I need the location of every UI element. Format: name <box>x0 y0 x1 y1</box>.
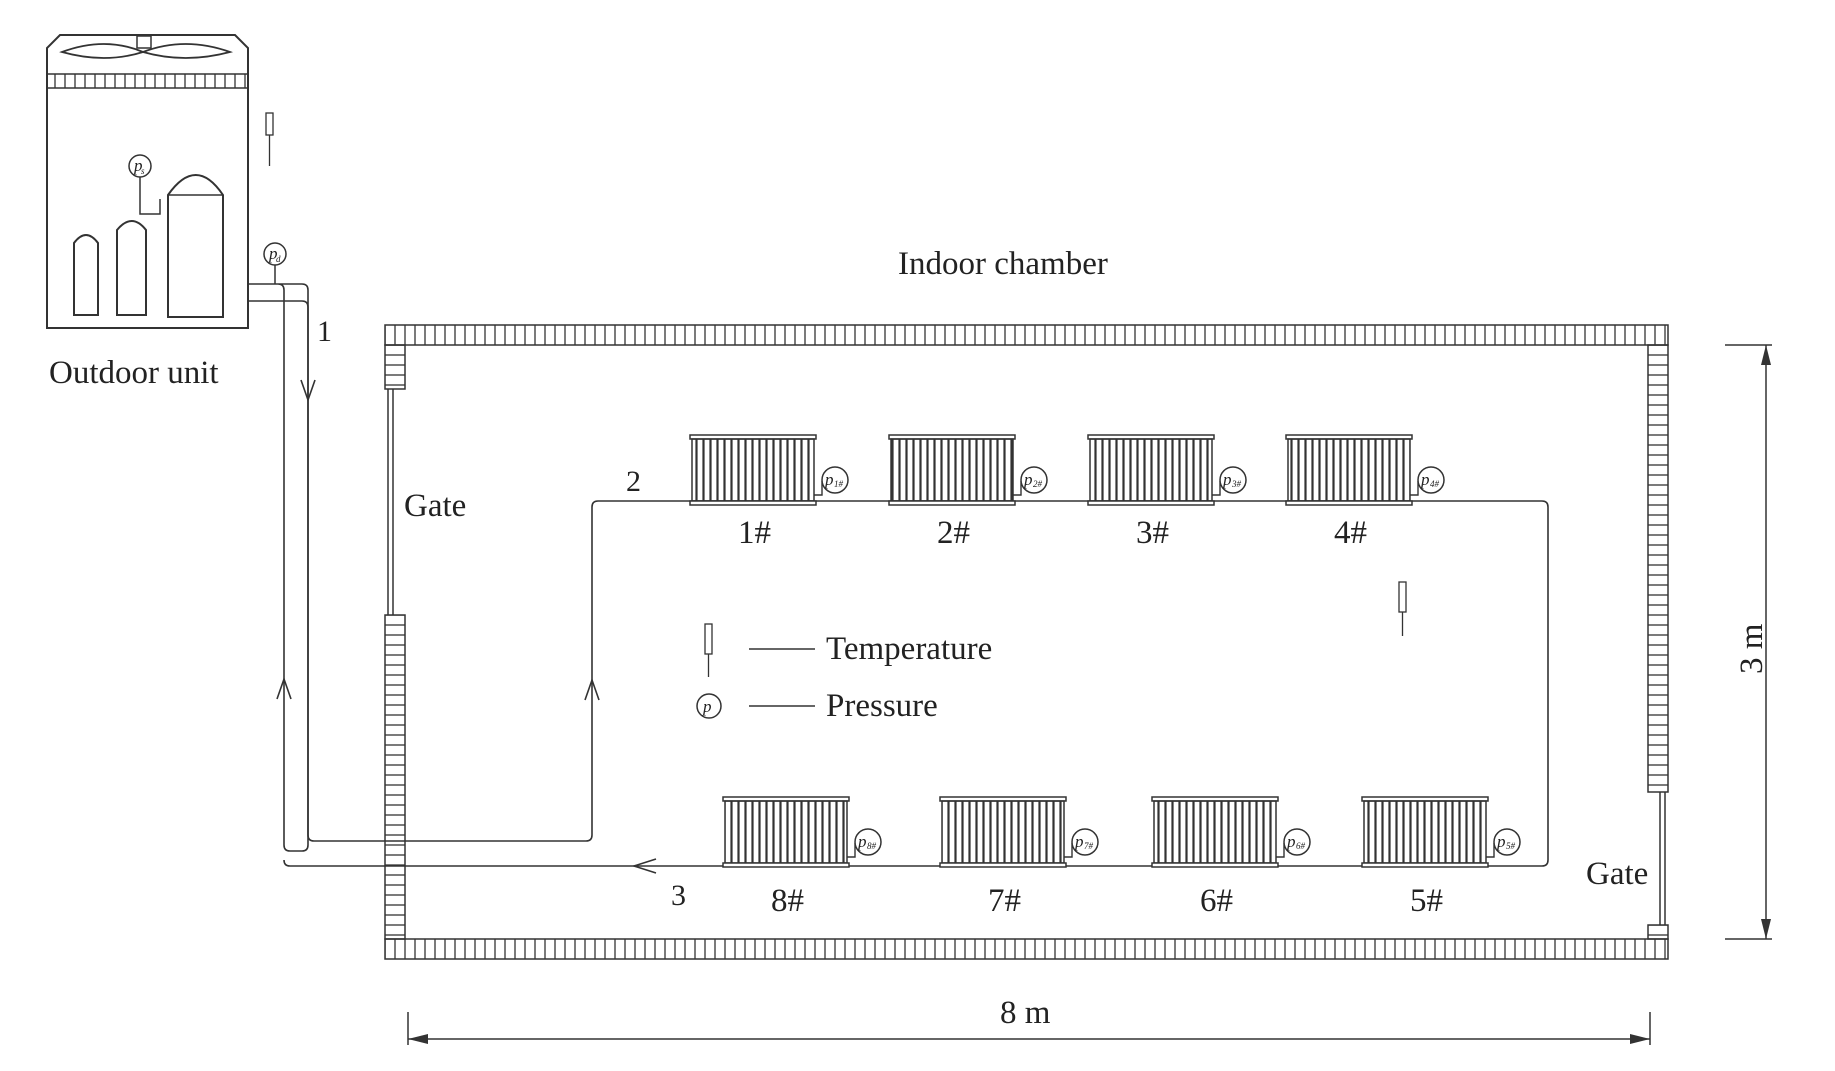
radiator-fins <box>890 438 1014 502</box>
radiator-gauge-symbol: p <box>857 832 867 851</box>
outdoor-grille <box>46 73 249 89</box>
pipe-1-label: 1 <box>317 315 332 348</box>
radiator-gauge-symbol: p <box>1496 832 1506 851</box>
radiator-3: p 3#3# <box>1087 434 1247 551</box>
width-dimension-label: 8 m <box>1000 995 1051 1031</box>
radiator-gauge-subscript: 8# <box>867 841 877 851</box>
outdoor-unit-label: Outdoor unit <box>49 355 219 391</box>
radiator-fins <box>724 800 848 864</box>
small-tank <box>73 234 99 316</box>
left-gate <box>387 389 394 615</box>
suction-gauge-symbol: p <box>133 156 143 175</box>
radiator-pressure-gauge: p 4# <box>1417 466 1445 494</box>
legend: Temperature p Pressure <box>696 623 992 724</box>
radiator-gauge-subscript: 7# <box>1084 841 1094 851</box>
pipe-3-label: 3 <box>671 879 686 912</box>
radiator-gauge-symbol: p <box>1074 832 1084 851</box>
medium-tank <box>116 220 147 316</box>
right-gate <box>1659 792 1666 925</box>
radiator-label: 1# <box>738 515 771 551</box>
discharge-pressure-gauge: p d <box>263 242 287 284</box>
radiator-gauge-subscript: 5# <box>1506 841 1516 851</box>
radiator-2: p 2#2# <box>888 434 1048 551</box>
radiator-label: 2# <box>937 515 970 551</box>
radiator-label: 8# <box>771 883 804 919</box>
outdoor-unit: p s p d Outdoor unit <box>46 34 287 391</box>
radiator-gauge-symbol: p <box>1420 470 1430 489</box>
radiator-pressure-gauge: p 8# <box>854 828 882 856</box>
height-dimension: 3 m <box>1725 344 1772 940</box>
radiator-fins <box>1089 438 1213 502</box>
indoor-thermometer-icon <box>1398 581 1407 636</box>
radiator-fins <box>1287 438 1411 502</box>
radiators-top-row: p 1#1#p 2#2#p 3#3#p 4#4# <box>689 434 1445 551</box>
suction-pressure-gauge: p s <box>128 154 161 215</box>
right-gate-label: Gate <box>1586 856 1648 892</box>
radiator-label: 3# <box>1136 515 1169 551</box>
radiator-label: 7# <box>988 883 1021 919</box>
left-gate-label: Gate <box>404 488 466 524</box>
discharge-gauge-symbol: p <box>268 244 278 263</box>
indoor-chamber-walls <box>384 324 1669 960</box>
compressor-tank <box>167 174 224 318</box>
legend-pressure-label: Pressure <box>826 688 938 724</box>
radiator-4: p 4#4# <box>1285 434 1445 551</box>
radiator-gauge-symbol: p <box>1286 832 1296 851</box>
indoor-chamber-label: Indoor chamber <box>898 246 1108 282</box>
radiator-8: p 8#8# <box>722 796 882 919</box>
discharge-gauge-subscript: d <box>276 254 281 264</box>
radiator-7: p 7#7# <box>939 796 1099 919</box>
radiator-pressure-gauge: p 1# <box>821 466 849 494</box>
pipe-2-label: 2 <box>626 465 641 498</box>
radiator-pressure-gauge: p 6# <box>1283 828 1311 856</box>
radiators-bottom-row: p 8#8#p 7#7#p 6#6#p 5#5# <box>722 796 1521 919</box>
radiator-1: p 1#1# <box>689 434 849 551</box>
radiator-label: 4# <box>1334 515 1367 551</box>
svg-text:p: p <box>702 697 712 716</box>
radiator-fins <box>1363 800 1487 864</box>
refrigerant-pipes <box>248 283 1549 874</box>
radiator-pressure-gauge: p 3# <box>1219 466 1247 494</box>
radiator-gauge-subscript: 3# <box>1231 479 1242 489</box>
radiator-fins <box>941 800 1065 864</box>
radiator-pressure-gauge: p 2# <box>1020 466 1048 494</box>
width-dimension: 8 m <box>407 995 1651 1045</box>
radiator-gauge-symbol: p <box>1222 470 1232 489</box>
radiator-label: 5# <box>1410 883 1443 919</box>
legend-thermometer-icon <box>704 623 713 677</box>
radiator-gauge-symbol: p <box>824 470 834 489</box>
legend-pressure-icon: p <box>696 693 722 719</box>
radiator-fins <box>1153 800 1277 864</box>
radiator-gauge-symbol: p <box>1023 470 1033 489</box>
radiator-pressure-gauge: p 7# <box>1071 828 1099 856</box>
radiator-6: p 6#6# <box>1151 796 1311 919</box>
suction-gauge-subscript: s <box>141 166 145 176</box>
legend-temperature-label: Temperature <box>826 631 992 667</box>
radiator-5: p 5#5# <box>1361 796 1521 919</box>
radiator-gauge-subscript: 6# <box>1296 841 1306 851</box>
radiator-fins <box>691 438 815 502</box>
radiator-gauge-subscript: 2# <box>1033 479 1043 489</box>
fan-icon <box>59 35 234 59</box>
radiator-gauge-subscript: 4# <box>1430 479 1440 489</box>
radiator-pressure-gauge: p 5# <box>1493 828 1521 856</box>
radiator-label: 6# <box>1200 883 1233 919</box>
height-dimension-label: 3 m <box>1734 623 1770 674</box>
radiator-gauge-subscript: 1# <box>834 479 844 489</box>
outdoor-thermometer-icon <box>265 112 274 166</box>
